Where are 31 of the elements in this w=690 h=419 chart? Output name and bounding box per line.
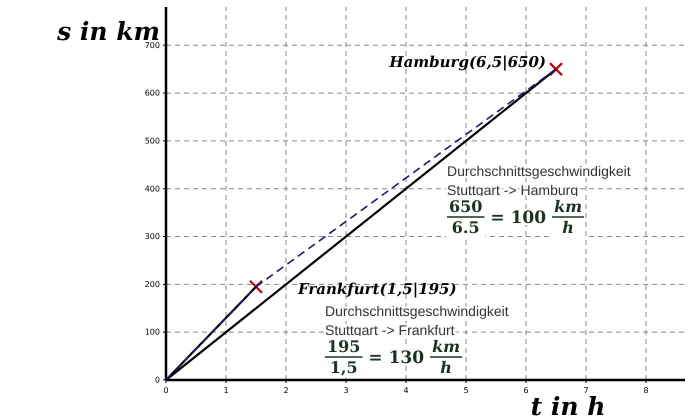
x-tick-label: 1 [223,386,229,396]
annotation: h [440,358,452,377]
x-tick-label: 5 [463,386,469,396]
annotation: 195 [327,337,360,356]
y-tick-label: 400 [144,184,160,194]
x-tick-label: 2 [283,386,289,396]
y-tick-label: 200 [144,280,160,289]
annotation: 1,5 [330,358,358,377]
annotation: Durchschnittsgeschwindigkeit [325,303,509,319]
x-tick-label: 6 [523,386,529,396]
y-tick-label: 0 [154,376,160,385]
annotation: Stuttgart -> Hamburg [447,182,578,198]
annotation: Hamburg(6,5|650) [388,53,546,72]
annotation: 6.5 [452,218,480,237]
x-tick-label: 0 [163,386,169,396]
annotation: km [432,337,460,356]
y-tick-label: 700 [144,40,160,50]
annotation: = 100 [490,208,546,228]
y-tick-label: 100 [144,328,160,337]
annotation: Frankfurt(1,5|195) [297,280,457,298]
y-tick-label: 300 [144,232,160,242]
x-tick-label: 3 [343,386,349,396]
x-tick-label: 8 [643,386,649,396]
annotation: h [562,218,574,237]
annotation: Durchschnittsgeschwindigkeit [447,163,631,179]
x-tick-label: 4 [403,386,409,396]
y-tick-label: 600 [144,88,160,98]
y-tick-label: 500 [144,136,160,146]
annotation: = 130 [368,348,424,368]
annotation: km [554,197,582,216]
annotation: 650 [449,197,482,216]
